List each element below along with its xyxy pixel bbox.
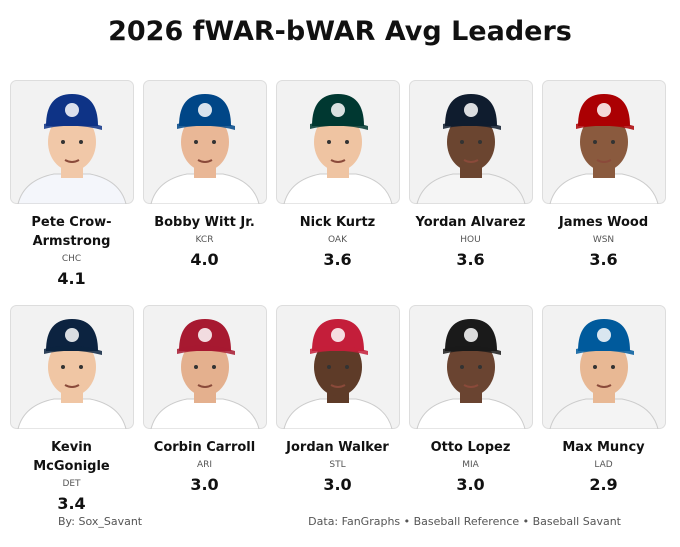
player-name: James Wood — [558, 215, 649, 230]
player-card: Pete Crow-Armstrong CHC 4.1 — [5, 80, 138, 288]
player-card: Nick Kurtz OAK 3.6 — [271, 80, 404, 269]
team: DET — [62, 479, 81, 489]
player-name: Pete Crow-Armstrong — [31, 215, 112, 249]
headshot — [408, 80, 533, 204]
war-value: 3.0 — [190, 475, 219, 494]
player-name: Corbin Carroll — [153, 440, 256, 455]
team: STL — [329, 460, 346, 470]
war-value: 2.9 — [589, 475, 618, 494]
headshot — [142, 80, 267, 204]
headshot — [9, 305, 134, 429]
title: 2026 fWAR-bWAR Avg Leaders — [108, 16, 572, 47]
team: CHC — [61, 254, 82, 264]
player-card: James Wood WSN 3.6 — [537, 80, 670, 269]
sources: Data: FanGraphs • Baseball Reference • B… — [308, 515, 621, 528]
headshot — [142, 305, 267, 429]
headshot — [9, 80, 134, 204]
player-name: Yordan Alvarez — [415, 215, 526, 230]
headshot — [541, 80, 666, 204]
war-value: 3.6 — [589, 250, 618, 269]
headshot — [408, 305, 533, 429]
player-name: Bobby Witt Jr. — [154, 215, 255, 230]
player-card: Bobby Witt Jr. KCR 4.0 — [138, 80, 271, 269]
player-card: Max Muncy LAD 2.9 — [537, 305, 670, 494]
headshot — [275, 80, 400, 204]
player-name: Jordan Walker — [286, 440, 389, 455]
team: MIA — [462, 460, 479, 470]
war-value: 3.0 — [456, 475, 485, 494]
team: WSN — [592, 235, 615, 245]
player-name: Nick Kurtz — [299, 215, 376, 230]
team: LAD — [594, 460, 613, 470]
war-value: 4.0 — [190, 250, 219, 269]
team: HOU — [460, 235, 481, 245]
player-card: Otto Lopez MIA 3.0 — [404, 305, 537, 494]
war-value: 4.1 — [57, 269, 86, 288]
player-name: Kevin McGonigle — [33, 440, 110, 474]
credit: By: Sox_Savant — [58, 515, 143, 528]
war-value: 3.4 — [57, 494, 86, 513]
war-value: 3.6 — [323, 250, 352, 269]
player-card: Jordan Walker STL 3.0 — [271, 305, 404, 494]
player-card: Corbin Carroll ARI 3.0 — [138, 305, 271, 494]
headshot — [275, 305, 400, 429]
team: ARI — [196, 460, 213, 470]
player-name: Otto Lopez — [430, 440, 511, 455]
headshot — [541, 305, 666, 429]
war-value: 3.6 — [456, 250, 485, 269]
team: KCR — [195, 235, 214, 245]
player-name: Max Muncy — [562, 440, 645, 455]
player-card: Kevin McGonigle DET 3.4 — [5, 305, 138, 513]
team: OAK — [328, 235, 347, 245]
player-card: Yordan Alvarez HOU 3.6 — [404, 80, 537, 269]
war-value: 3.0 — [323, 475, 352, 494]
